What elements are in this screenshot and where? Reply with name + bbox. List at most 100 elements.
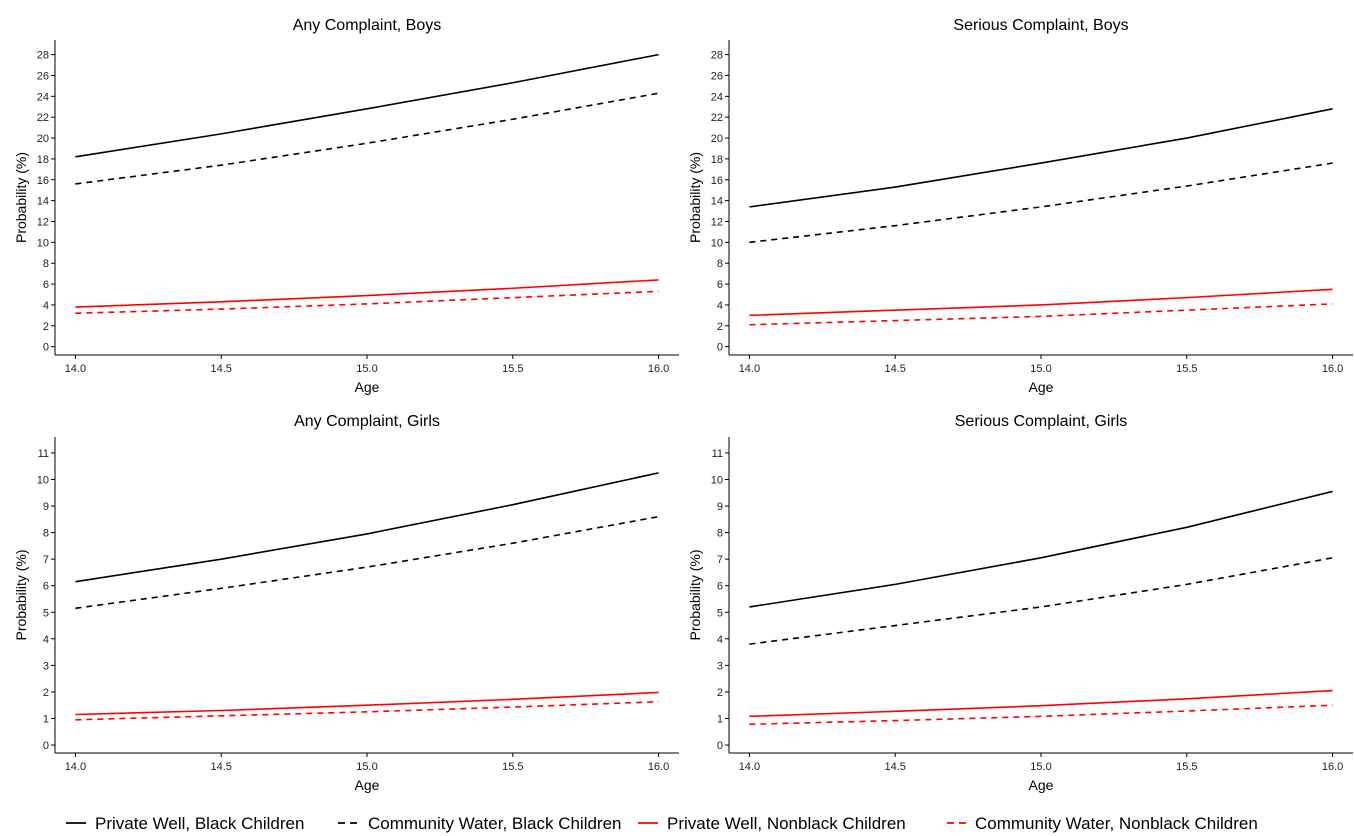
x-tick-label: 14.0 [65,761,86,773]
y-tick-label: 14 [37,196,49,208]
y-tick-label: 22 [37,112,49,124]
y-tick-label: 0 [717,342,723,354]
y-tick-label: 4 [43,634,49,646]
x-axis-label: Age [1029,379,1054,395]
y-tick-label: 5 [717,607,723,619]
y-tick-label: 4 [717,300,723,312]
y-tick-label: 26 [37,70,49,82]
y-tick-label: 0 [43,740,49,752]
y-tick-label: 2 [43,687,49,699]
y-tick-label: 4 [717,634,723,646]
x-tick-label: 15.0 [1030,363,1051,375]
x-tick-label: 14.0 [739,363,760,375]
x-tick-label: 14.5 [210,363,231,375]
y-axis-label: Probability (%) [13,549,29,640]
x-tick-label: 14.0 [65,363,86,375]
y-tick-label: 28 [711,50,723,62]
series-line-private-well-black-children [749,490,1333,608]
x-tick-label: 14.5 [210,761,231,773]
y-tick-label: 1 [717,713,723,725]
x-tick-label: 15.5 [502,761,523,773]
panel-title: Serious Complaint, Girls [955,413,1128,430]
y-tick-label: 9 [717,501,723,513]
y-tick-label: 10 [711,474,723,486]
x-tick-label: 16.0 [648,761,669,773]
y-tick-label: 10 [711,237,723,249]
x-tick-label: 14.5 [884,761,905,773]
x-tick-label: 16.0 [1322,761,1343,773]
series-line-community-water-nonblack-children [75,290,659,315]
y-tick-label: 6 [43,279,49,291]
y-tick-label: 22 [711,112,723,124]
panel-any-complaint-girls: Any Complaint, Girls 0 1 2 3 4 5 6 7 8 9 10 11 14.0 1… [13,413,679,793]
legend-label-community-water-nonblack: Community Water, Nonblack Children [975,814,1258,833]
y-tick-label: 20 [711,133,723,145]
y-tick-label: 16 [711,175,723,187]
x-tick-label: 15.0 [356,761,377,773]
y-tick-label: 5 [43,607,49,619]
y-tick-label: 0 [717,740,723,752]
y-tick-label: 8 [717,528,723,540]
y-tick-label: 14 [711,196,723,208]
series-line-community-water-black-children [75,92,659,185]
panel-title: Any Complaint, Boys [293,17,442,34]
x-axis-label: Age [355,777,380,793]
series-line-private-well-black-children [75,53,659,158]
y-tick-label: 3 [717,660,723,672]
y-tick-label: 0 [43,342,49,354]
y-tick-label: 28 [37,50,49,62]
series-line-private-well-black-children [75,472,659,583]
legend-label-private-well-nonblack: Private Well, Nonblack Children [667,814,906,833]
y-tick-label: 4 [43,300,49,312]
x-tick-label: 14.0 [739,761,760,773]
y-tick-label: 8 [717,258,723,270]
y-tick-label: 7 [717,554,723,566]
panel-serious-complaint-girls: Serious Complaint, Girls 0 1 2 3 4 5 6 7 8 9 10 11 1… [687,413,1353,793]
panel-any-complaint-boys: Any Complaint, Boys 02468101214161820222… [13,17,679,395]
y-tick-label: 6 [717,279,723,291]
y-tick-label: 2 [717,321,723,333]
y-tick-label: 12 [711,216,723,228]
series-line-community-water-black-children [75,515,659,610]
y-tick-label: 11 [712,448,723,460]
x-tick-label: 16.0 [648,363,669,375]
series-line-private-well-nonblack-children [75,279,659,308]
y-tick-label: 20 [37,133,49,145]
y-tick-label: 6 [717,581,723,593]
panel-serious-complaint-boys: Serious Complaint, Boys 0246810121416182… [687,17,1353,395]
y-tick-label: 12 [37,216,49,228]
y-tick-label: 16 [37,175,49,187]
y-tick-label: 24 [37,91,49,103]
series-line-community-water-nonblack-children [749,303,1333,326]
y-tick-label: 18 [37,154,49,166]
y-tick-label: 8 [43,528,49,540]
legend: Private Well, Black Children Community W… [66,814,1258,833]
y-tick-label: 1 [43,713,49,725]
series-line-private-well-black-children [749,108,1333,208]
series-line-private-well-nonblack-children [749,689,1333,718]
y-axis-label: Probability (%) [13,152,29,243]
x-tick-label: 15.0 [1030,761,1051,773]
y-tick-label: 24 [711,91,723,103]
series-line-community-water-nonblack-children [75,700,659,721]
y-tick-label: 7 [43,554,49,566]
y-tick-label: 26 [711,70,723,82]
x-tick-label: 14.5 [884,363,905,375]
y-tick-label: 8 [43,258,49,270]
x-tick-label: 15.5 [1176,363,1197,375]
y-tick-label: 3 [43,660,49,672]
y-tick-label: 18 [711,154,723,166]
series-line-private-well-nonblack-children [749,288,1333,317]
y-tick-label: 9 [43,501,49,513]
series-line-community-water-black-children [749,557,1333,645]
y-tick-label: 2 [717,687,723,699]
series-line-private-well-nonblack-children [75,691,659,716]
y-tick-label: 2 [43,321,49,333]
x-tick-label: 15.5 [502,363,523,375]
y-axis-label: Probability (%) [687,549,703,640]
series-line-community-water-nonblack-children [749,704,1333,726]
panel-title: Serious Complaint, Boys [953,17,1128,34]
x-tick-label: 15.5 [1176,761,1197,773]
y-tick-label: 11 [38,448,49,460]
